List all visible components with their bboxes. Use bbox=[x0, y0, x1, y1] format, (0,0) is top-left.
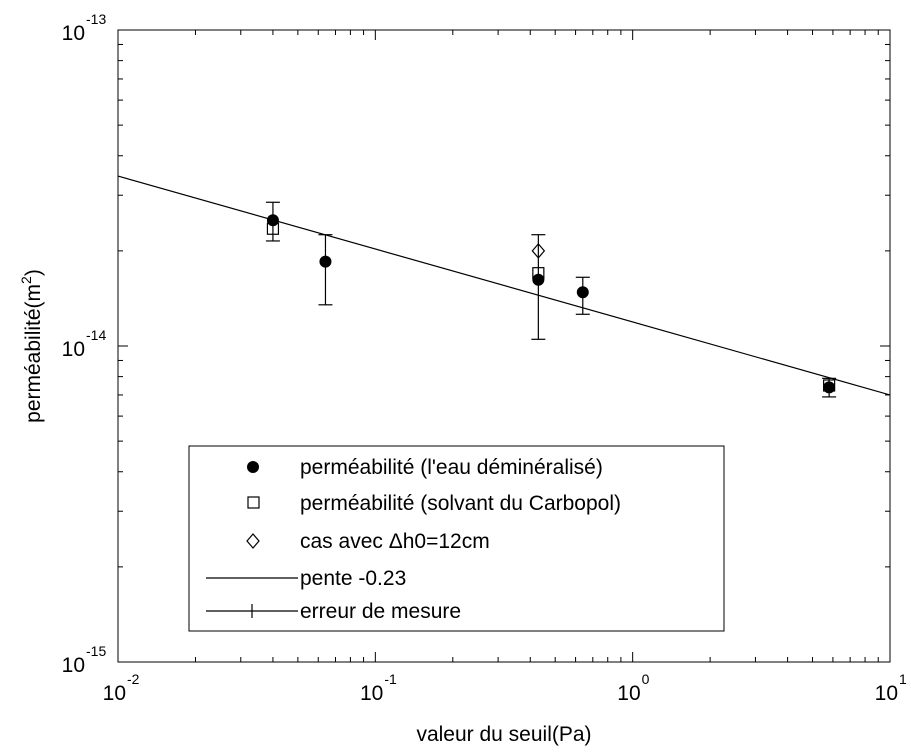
x-tick-label: 10 bbox=[617, 682, 640, 705]
legend-symbol-open-square bbox=[247, 496, 260, 509]
data-point-filled-circle bbox=[823, 381, 836, 394]
x-tick-label: 10 bbox=[103, 682, 126, 705]
y-tick-label: 10 bbox=[62, 338, 85, 361]
legend-label-solvant: perméabilité (solvant du Carbopol) bbox=[300, 492, 621, 515]
data-point-filled-circle bbox=[576, 286, 589, 299]
legend-box bbox=[188, 445, 725, 632]
x-tick-label: 10 bbox=[875, 682, 898, 705]
y-axis-label-close: ) bbox=[22, 269, 45, 276]
legend-label-erreur: erreur de mesure bbox=[300, 600, 461, 623]
x-tick-label-exponent: -1 bbox=[384, 671, 397, 687]
y-tick-label-exponent: -14 bbox=[86, 327, 106, 343]
y-tick-label: 10 bbox=[62, 654, 85, 677]
y-tick-label: 10 bbox=[62, 22, 85, 45]
x-tick-label-exponent: 0 bbox=[642, 671, 650, 687]
legend-symbol-filled-circle bbox=[247, 461, 259, 473]
legend-symbol-open-diamond bbox=[246, 533, 260, 549]
slope-line-layer bbox=[117, 175, 891, 396]
data-point-filled-circle bbox=[532, 273, 545, 286]
x-tick-label-exponent: -2 bbox=[127, 671, 140, 687]
legend-label-pente: pente -0.23 bbox=[300, 567, 406, 590]
data-point-filled-circle bbox=[266, 214, 279, 227]
legend: perméabilité (l'eau déminéralisé) perméa… bbox=[188, 445, 725, 632]
axis-ticks bbox=[117, 29, 891, 663]
x-tick-label: 10 bbox=[360, 682, 383, 705]
y-tick-label-exponent: -15 bbox=[86, 643, 106, 659]
y-tick-label-exponent: -13 bbox=[86, 11, 106, 27]
legend-label-eau: perméabilité (l'eau déminéralisé) bbox=[300, 456, 603, 479]
data-point-filled-circle bbox=[319, 255, 332, 268]
data-point-open-diamond bbox=[531, 242, 546, 259]
marker-layer bbox=[266, 214, 836, 394]
y-axis-label-main: perméabilité(m bbox=[22, 284, 45, 423]
slope-line bbox=[117, 175, 891, 396]
x-axis-label: valeur du seuil(Pa) bbox=[416, 723, 591, 746]
y-axis-label: perméabilité(m2) bbox=[18, 269, 45, 423]
legend-label-delta: cas avec Δh0=12cm bbox=[300, 530, 490, 553]
x-tick-label-exponent: 1 bbox=[899, 671, 907, 687]
y-axis-label-sup: 2 bbox=[18, 276, 34, 284]
